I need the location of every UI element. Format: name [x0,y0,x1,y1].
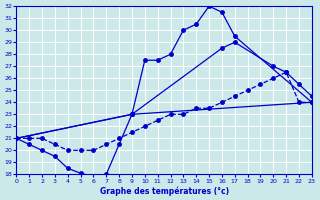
X-axis label: Graphe des températures (°c): Graphe des températures (°c) [100,186,229,196]
